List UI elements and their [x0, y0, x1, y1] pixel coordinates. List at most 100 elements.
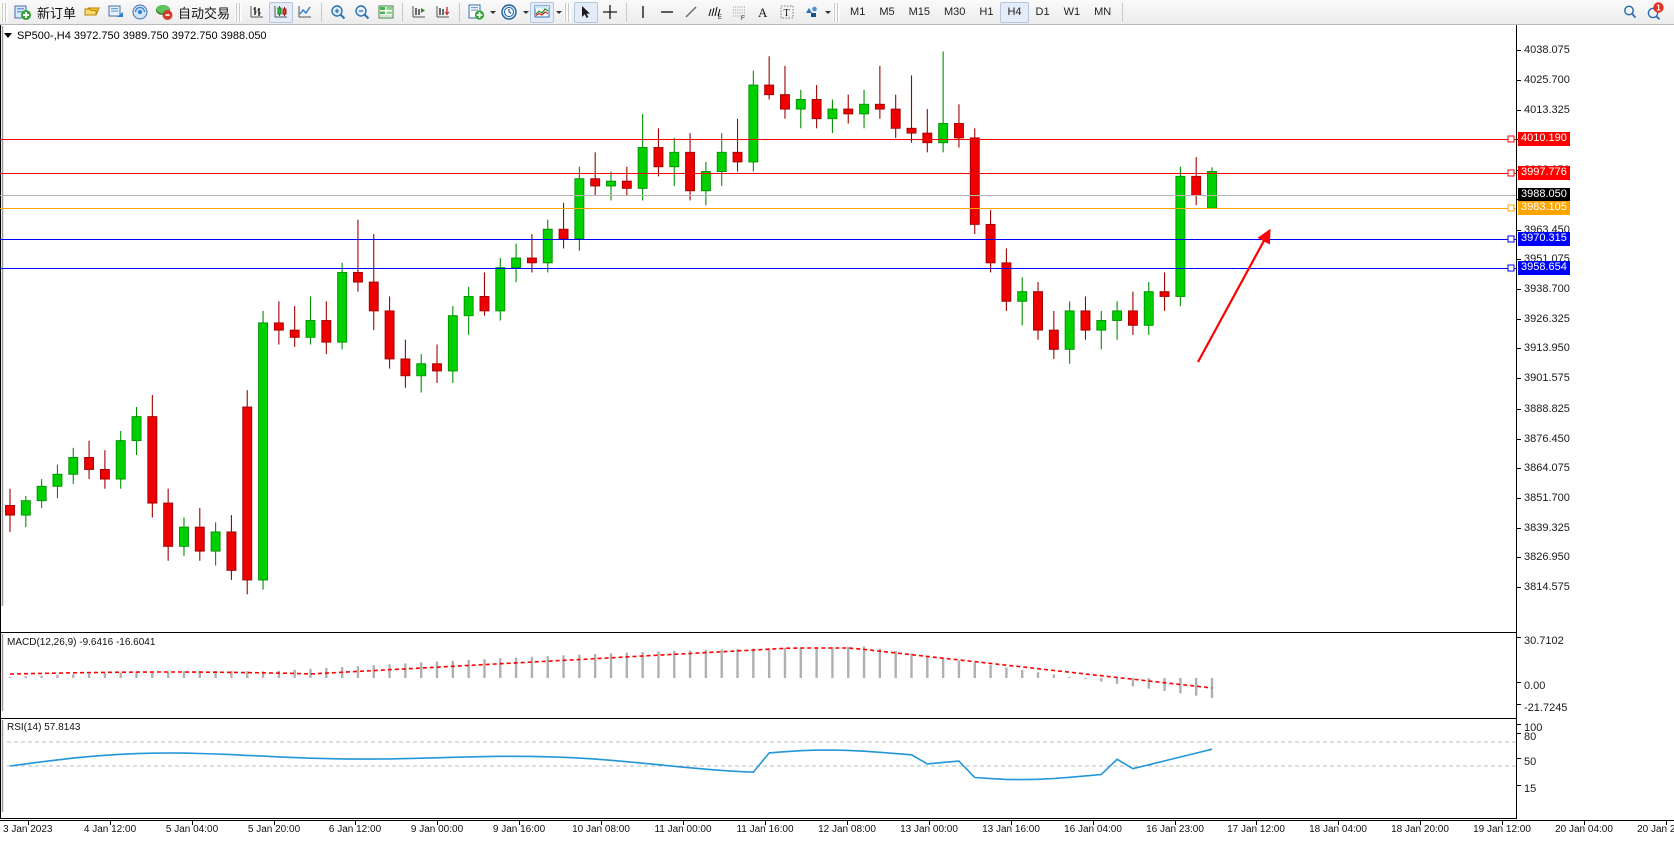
fibonacci-icon[interactable]: F — [727, 2, 751, 23]
timeframe-m5[interactable]: M5 — [879, 6, 895, 18]
zoom-out-icon[interactable] — [350, 2, 374, 23]
price-level-line[interactable] — [0, 239, 1516, 240]
price-tick — [1517, 50, 1521, 52]
price-level-line[interactable] — [0, 173, 1516, 174]
rsi-tick-label: 15 — [1524, 783, 1537, 795]
price-tick — [1517, 109, 1521, 111]
price-level-handle[interactable] — [1507, 169, 1515, 177]
price-level-line[interactable] — [0, 268, 1516, 269]
folder-icon[interactable] — [80, 2, 104, 23]
price-tick-label: 3876.450 — [1524, 432, 1570, 445]
templates-icon[interactable] — [530, 1, 555, 23]
templates-dropdown-caret[interactable] — [554, 2, 563, 23]
time-label: 11 Jan 16:00 — [736, 824, 794, 835]
timeframe-m1[interactable]: M1 — [850, 6, 866, 18]
search-icon[interactable] — [1618, 2, 1642, 23]
autotrade-label[interactable]: 自动交易 — [178, 5, 231, 21]
text-box-icon[interactable]: T — [775, 2, 799, 23]
rsi-left-scroll[interactable] — [0, 720, 4, 812]
price-tick-label: 3851.700 — [1524, 492, 1570, 504]
price-level-tag[interactable]: 3988.050 — [1518, 188, 1570, 202]
price-tick — [1517, 498, 1521, 499]
line-chart-icon[interactable] — [293, 2, 317, 23]
price-level-tag[interactable]: 3970.315 — [1518, 232, 1570, 246]
add-indicator-dropdown-caret[interactable] — [488, 2, 497, 23]
timeframe-mn[interactable]: MN — [1094, 6, 1112, 18]
rsi-plot — [0, 741, 1516, 781]
timeframe-d1[interactable]: D1 — [1035, 6, 1050, 18]
pane-left-scroll[interactable] — [0, 26, 4, 606]
period-clock-icon[interactable] — [497, 2, 521, 23]
text-label-icon[interactable]: A — [751, 2, 775, 23]
vertical-line-icon[interactable] — [631, 2, 655, 23]
price-level-handle[interactable] — [1507, 264, 1515, 272]
macd-pane[interactable] — [0, 634, 1516, 711]
new-order-icon[interactable] — [11, 2, 35, 23]
shapes-icon[interactable] — [799, 2, 823, 23]
price-scale[interactable]: 4038.0754025.7004013.3254000.9503988.050… — [1516, 25, 1674, 819]
publish-icon[interactable] — [104, 2, 128, 23]
bar-chart-icon[interactable] — [245, 2, 269, 23]
trendline-icon[interactable] — [679, 2, 703, 23]
time-label: 6 Jan 12:00 — [328, 824, 382, 835]
price-tick-label: 4038.075 — [1524, 44, 1570, 57]
auto-scroll-icon[interactable] — [431, 2, 455, 23]
toolbar-grip[interactable] — [1, 2, 8, 22]
timeframe-m30[interactable]: M30 — [944, 6, 966, 18]
chart-window[interactable]: SP500-,H4 3972.750 3989.750 3972.750 398… — [0, 25, 1674, 844]
price-level-line[interactable] — [0, 139, 1516, 140]
toolbar-separator-3 — [459, 2, 461, 22]
toolbar-grip-2[interactable] — [235, 2, 243, 22]
time-tick — [1011, 821, 1012, 825]
toolbar-grip-3[interactable] — [564, 2, 572, 22]
chart-collapse-icon[interactable] — [4, 33, 12, 38]
add-indicator-icon[interactable] — [464, 2, 488, 23]
signals-icon[interactable] — [128, 2, 152, 23]
price-tick — [1517, 79, 1521, 81]
price-level-handle[interactable] — [1507, 204, 1515, 212]
shapes-dropdown-caret[interactable] — [823, 2, 832, 23]
price-tick — [1517, 468, 1521, 470]
candlestick-icon[interactable] — [269, 1, 294, 23]
price-level-line[interactable] — [0, 195, 1516, 196]
price-level-tag[interactable]: 3983.105 — [1518, 201, 1570, 215]
price-tick — [1517, 259, 1521, 261]
horizontal-line-icon[interactable] — [655, 2, 679, 23]
autotrade-icon[interactable] — [152, 2, 176, 23]
tile-windows-icon[interactable] — [374, 2, 398, 23]
zoom-in-icon[interactable] — [326, 2, 350, 23]
price-level-tag[interactable]: 3997.776 — [1518, 166, 1570, 180]
time-label: 18 Jan 04:00 — [1309, 824, 1367, 835]
toolbar-grip-4[interactable] — [833, 2, 841, 22]
rsi-pane[interactable] — [0, 720, 1516, 812]
time-label: 16 Jan 04:00 — [1064, 824, 1122, 835]
price-level-handle[interactable] — [1507, 235, 1515, 243]
macd-left-scroll[interactable] — [0, 634, 4, 711]
elliott-wave-icon[interactable]: E — [703, 2, 727, 23]
time-tick — [847, 821, 848, 825]
price-level-line[interactable] — [0, 208, 1516, 209]
timeframe-w1[interactable]: W1 — [1063, 6, 1081, 18]
time-label: 18 Jan 20:00 — [1391, 824, 1449, 835]
price-tick — [1517, 527, 1521, 529]
new-order-label[interactable]: 新订单 — [37, 5, 77, 21]
timeframe-h1[interactable]: H1 — [979, 6, 994, 18]
timeframe-h4[interactable]: H4 — [1000, 1, 1029, 23]
chart-symbol-text: SP500-,H4 3972.750 3989.750 3972.750 398… — [17, 29, 267, 42]
price-level-handle[interactable] — [1507, 135, 1515, 143]
period-dropdown-caret[interactable] — [521, 2, 530, 23]
rsi-tick — [1517, 724, 1521, 725]
time-tick — [110, 821, 111, 825]
price-pane[interactable] — [0, 26, 1516, 606]
time-tick — [519, 821, 520, 825]
time-label: 19 Jan 12:00 — [1473, 824, 1531, 835]
cursor-icon[interactable] — [574, 1, 599, 23]
price-level-tag[interactable]: 3958.654 — [1518, 261, 1570, 275]
chart-shift-icon[interactable] — [407, 2, 431, 23]
toolbar-separator-2 — [402, 2, 404, 22]
time-scale[interactable]: 3 Jan 2023 4 Jan 12:00 5 Jan 04:00 5 Jan 20… — [0, 820, 1674, 844]
crosshair-icon[interactable] — [598, 2, 622, 23]
price-level-tag[interactable]: 4010.190 — [1518, 132, 1570, 146]
timeframe-m15[interactable]: M15 — [908, 6, 930, 18]
notifications-icon[interactable]: 1 — [1642, 2, 1668, 23]
